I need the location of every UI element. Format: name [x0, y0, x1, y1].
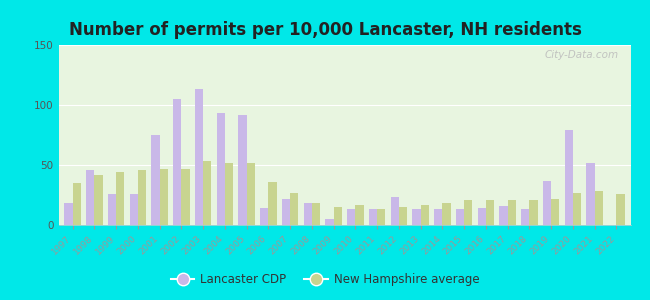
Bar	[138, 170, 146, 225]
Bar	[464, 200, 473, 225]
Bar	[434, 209, 443, 225]
Bar	[268, 182, 277, 225]
Bar	[521, 209, 529, 225]
Text: Number of permits per 10,000 Lancaster, NH residents: Number of permits per 10,000 Lancaster, …	[68, 21, 582, 39]
Bar	[456, 209, 464, 225]
Bar	[565, 130, 573, 225]
Bar	[73, 183, 81, 225]
Bar	[64, 203, 73, 225]
Bar	[116, 172, 124, 225]
Bar	[529, 200, 538, 225]
Bar	[195, 89, 203, 225]
Bar	[551, 199, 560, 225]
Bar	[246, 163, 255, 225]
Bar	[586, 163, 595, 225]
Bar	[391, 197, 399, 225]
Bar	[333, 207, 342, 225]
Bar	[304, 203, 312, 225]
Text: City-Data.com: City-Data.com	[545, 50, 619, 60]
Bar	[203, 161, 211, 225]
Bar	[282, 199, 290, 225]
Bar	[443, 203, 450, 225]
Bar	[499, 206, 508, 225]
Bar	[377, 209, 385, 225]
Bar	[181, 169, 190, 225]
Bar	[86, 170, 94, 225]
Bar	[260, 208, 268, 225]
Bar	[239, 115, 246, 225]
Bar	[312, 203, 320, 225]
Bar	[160, 169, 168, 225]
Bar	[616, 194, 625, 225]
Bar	[94, 175, 103, 225]
Bar	[326, 219, 333, 225]
Bar	[225, 163, 233, 225]
Bar	[508, 200, 516, 225]
Bar	[108, 194, 116, 225]
Legend: Lancaster CDP, New Hampshire average: Lancaster CDP, New Hampshire average	[166, 269, 484, 291]
Bar	[216, 113, 225, 225]
Bar	[412, 209, 421, 225]
Bar	[369, 209, 377, 225]
Bar	[543, 181, 551, 225]
Bar	[478, 208, 486, 225]
Bar	[129, 194, 138, 225]
Bar	[151, 135, 160, 225]
Bar	[421, 205, 429, 225]
Bar	[173, 99, 181, 225]
Bar	[356, 205, 363, 225]
Bar	[399, 207, 407, 225]
Bar	[573, 193, 581, 225]
Bar	[595, 191, 603, 225]
Bar	[486, 200, 494, 225]
Bar	[347, 209, 356, 225]
Bar	[290, 193, 298, 225]
